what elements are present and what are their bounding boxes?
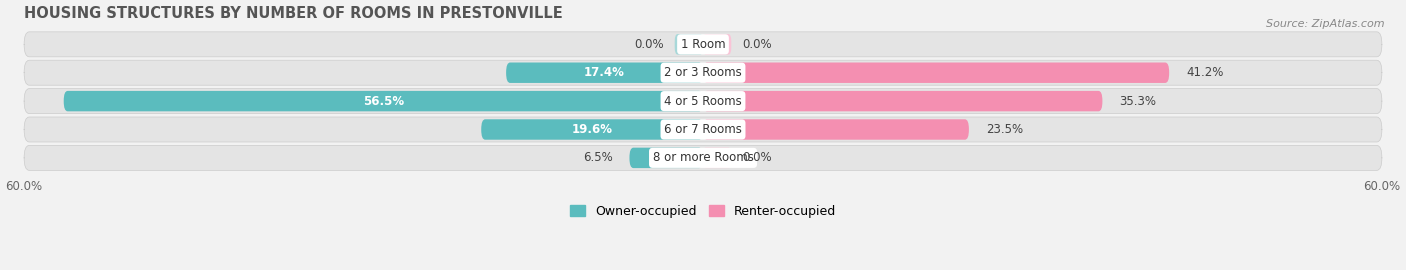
FancyBboxPatch shape: [675, 34, 703, 55]
Text: 0.0%: 0.0%: [634, 38, 664, 51]
Text: 19.6%: 19.6%: [572, 123, 613, 136]
FancyBboxPatch shape: [24, 32, 1382, 57]
Legend: Owner-occupied, Renter-occupied: Owner-occupied, Renter-occupied: [565, 200, 841, 223]
FancyBboxPatch shape: [703, 148, 731, 168]
FancyBboxPatch shape: [703, 34, 731, 55]
Text: 1 Room: 1 Room: [681, 38, 725, 51]
FancyBboxPatch shape: [63, 91, 703, 111]
Text: 8 or more Rooms: 8 or more Rooms: [652, 151, 754, 164]
Text: 17.4%: 17.4%: [583, 66, 626, 79]
FancyBboxPatch shape: [24, 89, 1382, 114]
Text: 0.0%: 0.0%: [742, 38, 772, 51]
FancyBboxPatch shape: [703, 119, 969, 140]
Text: 41.2%: 41.2%: [1187, 66, 1223, 79]
Text: HOUSING STRUCTURES BY NUMBER OF ROOMS IN PRESTONVILLE: HOUSING STRUCTURES BY NUMBER OF ROOMS IN…: [24, 6, 562, 21]
FancyBboxPatch shape: [703, 63, 1170, 83]
FancyBboxPatch shape: [703, 91, 1102, 111]
Text: 4 or 5 Rooms: 4 or 5 Rooms: [664, 94, 742, 108]
FancyBboxPatch shape: [506, 63, 703, 83]
Text: Source: ZipAtlas.com: Source: ZipAtlas.com: [1267, 19, 1385, 29]
Text: 0.0%: 0.0%: [742, 151, 772, 164]
FancyBboxPatch shape: [481, 119, 703, 140]
Text: 35.3%: 35.3%: [1119, 94, 1156, 108]
Text: 6.5%: 6.5%: [582, 151, 613, 164]
Text: 2 or 3 Rooms: 2 or 3 Rooms: [664, 66, 742, 79]
FancyBboxPatch shape: [24, 60, 1382, 85]
FancyBboxPatch shape: [24, 145, 1382, 170]
FancyBboxPatch shape: [630, 148, 703, 168]
Text: 56.5%: 56.5%: [363, 94, 404, 108]
Text: 6 or 7 Rooms: 6 or 7 Rooms: [664, 123, 742, 136]
FancyBboxPatch shape: [24, 117, 1382, 142]
Text: 23.5%: 23.5%: [986, 123, 1024, 136]
